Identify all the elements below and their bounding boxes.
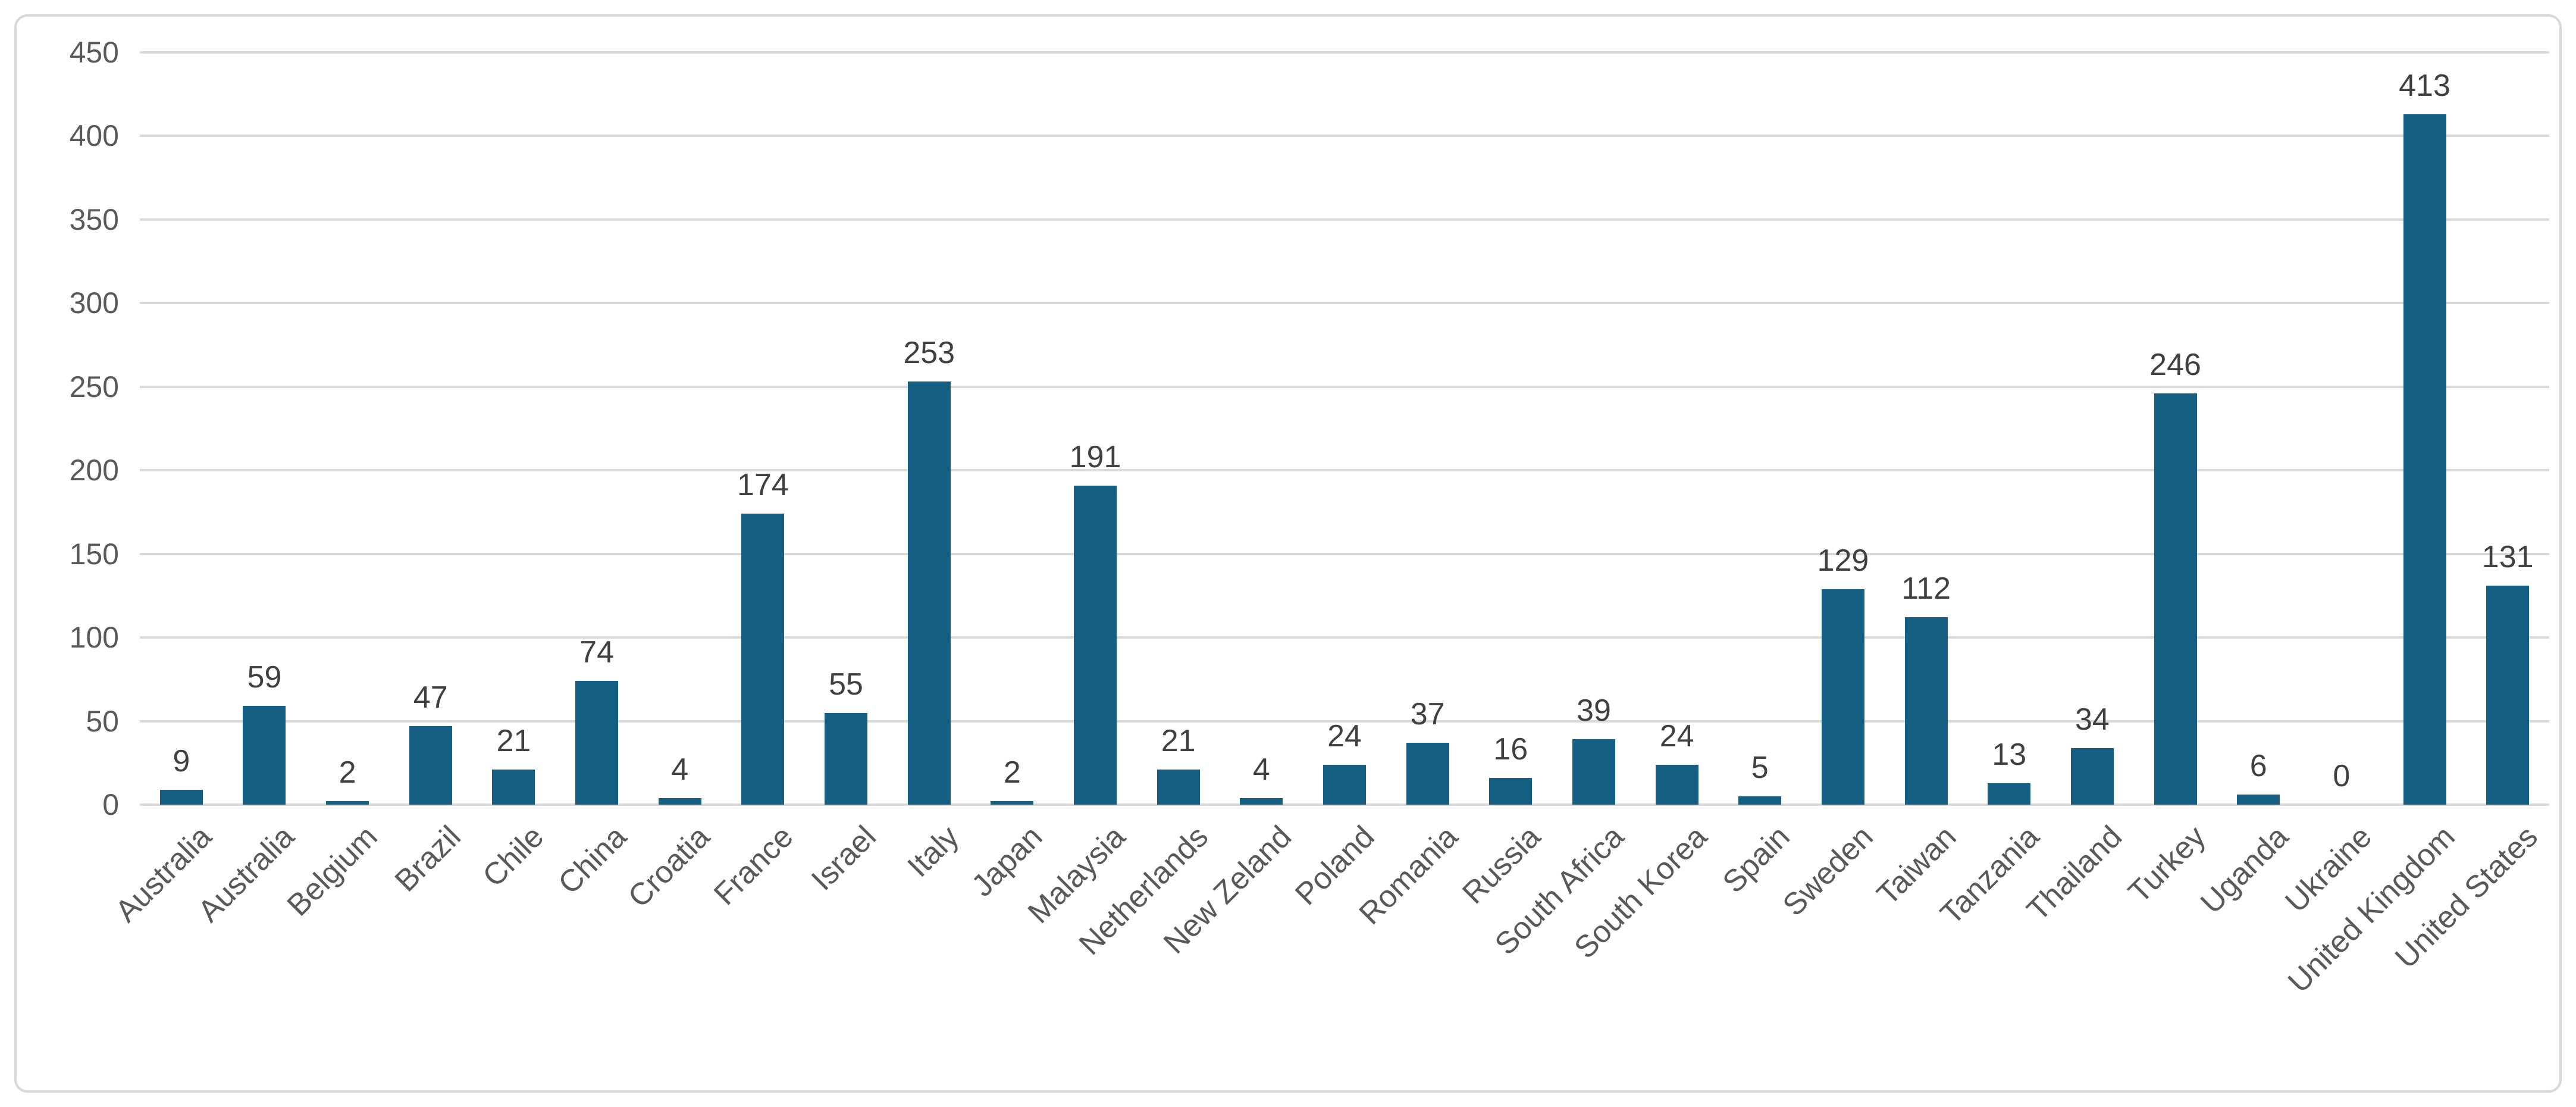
bar-value-label: 0 [2333, 759, 2351, 793]
bar-value-label: 13 [1992, 737, 2027, 772]
x-category-label: Sweden [1776, 819, 1880, 923]
bar-value-label: 37 [1410, 697, 1445, 732]
bar-value-label: 21 [496, 724, 531, 759]
bar [1323, 764, 1366, 805]
bar [2403, 114, 2446, 805]
bar-value-label: 191 [1069, 439, 1121, 474]
bar [991, 801, 1034, 805]
bar [1489, 778, 1533, 805]
bar-value-label: 129 [1817, 543, 1869, 578]
bar-value-label: 24 [1659, 718, 1694, 753]
bar-value-label: 2 [1003, 755, 1021, 790]
x-category-label: United States [2389, 819, 2544, 975]
bar [2237, 795, 2280, 805]
bar [2486, 586, 2530, 805]
plot-area: 9 59 2 47 21 74 4 174 55 253 2 191 21 4 24 37 16 39 24 5 129… [140, 51, 2549, 806]
bar [1572, 739, 1615, 805]
bar-value-label: 21 [1161, 724, 1196, 759]
x-category-label: France [707, 819, 800, 912]
bar-value-label: 6 [2249, 749, 2267, 784]
bar [1406, 743, 1449, 805]
gridline [140, 218, 2549, 221]
x-category-label: Croatia [621, 819, 717, 915]
bar-value-label: 5 [1751, 750, 1769, 785]
bar [741, 514, 785, 805]
x-category-label: Italy [901, 819, 966, 884]
bar [409, 726, 452, 805]
bar-value-label: 24 [1327, 718, 1362, 753]
bar [1904, 617, 1948, 805]
bar-value-label: 47 [413, 680, 448, 715]
bar [2070, 748, 2114, 805]
x-category-label: Israel [804, 819, 883, 898]
bar-value-label: 39 [1577, 693, 1611, 728]
x-category-label: Brazil [388, 819, 468, 899]
bar [1157, 770, 1200, 805]
bar [159, 789, 203, 805]
bar-value-label: 74 [579, 635, 615, 670]
gridline [140, 385, 2549, 388]
bar-value-label: 174 [737, 468, 789, 503]
bar-value-label: 253 [903, 336, 955, 371]
gridline [140, 803, 2549, 806]
bar-value-label: 4 [1252, 752, 1270, 787]
bar [825, 712, 868, 805]
bar-value-label: 112 [1901, 571, 1951, 606]
bar-value-label: 413 [2399, 68, 2450, 103]
bar [1988, 783, 2031, 805]
bar [1738, 796, 1782, 805]
gridline [140, 51, 2549, 54]
bar [243, 706, 286, 805]
bar [326, 801, 369, 805]
gridline [140, 720, 2549, 723]
bar-value-label: 34 [2074, 702, 2110, 737]
bar-value-label: 16 [1493, 732, 1528, 767]
bar [1655, 764, 1698, 805]
gridline [140, 302, 2549, 305]
x-axis: Australia Australia Belgium Brazil Chile Chin… [108, 819, 2549, 1105]
gridline [140, 135, 2549, 137]
bar-value-label: 4 [671, 752, 689, 787]
bar-value-label: 9 [173, 743, 190, 778]
gridline [140, 636, 2549, 639]
gridline [140, 552, 2549, 555]
bar-value-label: 131 [2481, 540, 2534, 575]
bar-value-label: 246 [2149, 348, 2201, 383]
bar [1074, 485, 1117, 805]
bar [492, 770, 535, 805]
y-axis: 0 50 100 150 200 250 300 350 400 450 [69, 36, 119, 821]
bar [1821, 589, 1864, 805]
bar [907, 381, 951, 805]
x-category-label: Chile [476, 819, 551, 894]
x-category-label: Belgium [280, 819, 384, 923]
bar [575, 681, 619, 805]
bar [2154, 393, 2197, 805]
bar-value-label: 55 [829, 667, 863, 702]
bar-value-label: 59 [247, 660, 282, 695]
bar-value-label: 2 [339, 755, 356, 790]
bar [658, 798, 701, 805]
gridline [140, 469, 2549, 472]
bar [1240, 798, 1283, 805]
x-category-label: Uganda [2194, 819, 2295, 921]
